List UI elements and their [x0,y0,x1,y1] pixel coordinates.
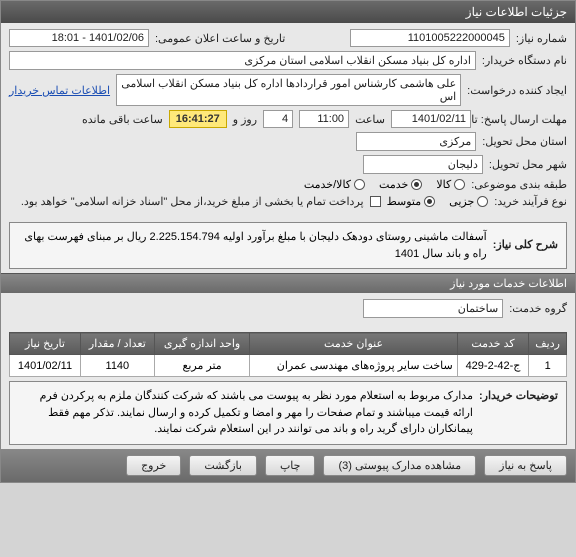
buyer-note-label: توضیحات خریدار: [479,388,558,438]
group-field: ساختمان [363,299,503,318]
group-label: گروه خدمت: [509,302,567,315]
radio-icon [477,196,488,207]
attachments-button[interactable]: مشاهده مدارک پیوستی (3) [323,455,476,476]
col-unit: واحد اندازه گیری [154,333,250,355]
category-label: طبقه بندی موضوعی: [471,178,567,191]
treasury-checkbox[interactable] [370,196,381,207]
radio-small[interactable]: جزیی [449,195,488,208]
need-details-window: جزئیات اطلاعات نیاز شماره نیاز: 11010052… [0,0,576,483]
table-header-row: ردیف کد خدمت عنوان خدمت واحد اندازه گیری… [10,333,567,355]
cell-unit: متر مربع [154,355,250,377]
process-radio-group: جزیی متوسط [387,195,489,208]
radio-icon [454,179,465,190]
radio-both[interactable]: کالا/خدمت [304,178,365,191]
window-title: جزئیات اطلاعات نیاز [1,1,575,23]
radio-label: کالا [436,178,451,191]
category-radio-group: کالا خدمت کالا/خدمت [304,178,465,191]
radio-label: کالا/خدمت [304,178,351,191]
radio-icon [411,179,422,190]
creator-label: ایجاد کننده درخواست: [467,84,567,97]
footer-toolbar: پاسخ به نیاز مشاهده مدارک پیوستی (3) چاپ… [1,449,575,482]
col-date: تاریخ نیاز [10,333,81,355]
deadline-label: مهلت ارسال پاسخ: تا تاریخ: [477,113,567,126]
main-form: شماره نیاز: 1101005222000045 تاریخ و ساع… [1,23,575,218]
buyer-note-box: توضیحات خریدار: مدارک مربوط به استعلام م… [9,381,567,445]
radio-icon [424,196,435,207]
creator-field: علی هاشمی کارشناس امور قراردادها اداره ک… [116,74,461,106]
city-field: دلیجان [363,155,483,174]
announce-field: 1401/02/06 - 18:01 [9,29,149,47]
radio-label: جزیی [449,195,474,208]
days-label: روز و [233,113,257,126]
city-label: شهر محل تحویل: [489,158,567,171]
table-row[interactable]: 1 ج-42-2-429 ساخت سایر پروژه‌های مهندسی … [10,355,567,377]
need-no-field: 1101005222000045 [350,29,510,47]
back-button[interactable]: بازگشت [189,455,257,476]
contact-link[interactable]: اطلاعات تماس خریدار [9,84,110,97]
col-title: عنوان خدمت [250,333,457,355]
col-qty: تعداد / مقدار [80,333,154,355]
cell-date: 1401/02/11 [10,355,81,377]
desc-text: آسفالت ماشینی روستای دودهک دلیجان با مبل… [18,229,487,262]
countdown-timer: 16:41:27 [169,110,227,128]
radio-goods[interactable]: کالا [436,178,465,191]
time-label: ساعت [355,113,385,126]
process-note: پرداخت تمام یا بخشی از مبلغ خرید،از محل … [21,195,364,208]
buyer-note-text: مدارک مربوط به استعلام مورد نظر به پیوست… [18,388,473,438]
need-no-label: شماره نیاز: [516,32,567,45]
cell-title: ساخت سایر پروژه‌های مهندسی عمران [250,355,457,377]
announce-label: تاریخ و ساعت اعلان عمومی: [155,32,285,45]
buyer-field: اداره کل بنیاد مسکن انقلاب اسلامی استان … [9,51,476,70]
radio-label: متوسط [387,195,422,208]
services-header: اطلاعات خدمات مورد نیاز [1,273,575,293]
cell-qty: 1140 [80,355,154,377]
col-row: ردیف [529,333,567,355]
services-table: ردیف کد خدمت عنوان خدمت واحد اندازه گیری… [9,332,567,377]
cell-code: ج-42-2-429 [457,355,529,377]
deadline-date: 1401/02/11 [391,110,471,128]
buyer-label: نام دستگاه خریدار: [482,54,567,67]
remain-label: ساعت باقی مانده [82,113,163,126]
process-label: نوع فرآیند خرید: [494,195,567,208]
days-field: 4 [263,110,293,128]
general-desc-box: شرح کلی نیاز: آسفالت ماشینی روستای دودهک… [9,222,567,269]
cell-row: 1 [529,355,567,377]
province-field: مرکزی [356,132,476,151]
province-label: استان محل تحویل: [482,135,567,148]
exit-button[interactable]: خروج [126,455,181,476]
respond-button[interactable]: پاسخ به نیاز [484,455,567,476]
radio-service[interactable]: خدمت [379,178,422,191]
deadline-time: 11:00 [299,110,349,128]
radio-icon [354,179,365,190]
radio-label: خدمت [379,178,408,191]
radio-medium[interactable]: متوسط [387,195,436,208]
col-code: کد خدمت [457,333,529,355]
print-button[interactable]: چاپ [265,455,316,476]
desc-label: شرح کلی نیاز: [493,237,558,254]
